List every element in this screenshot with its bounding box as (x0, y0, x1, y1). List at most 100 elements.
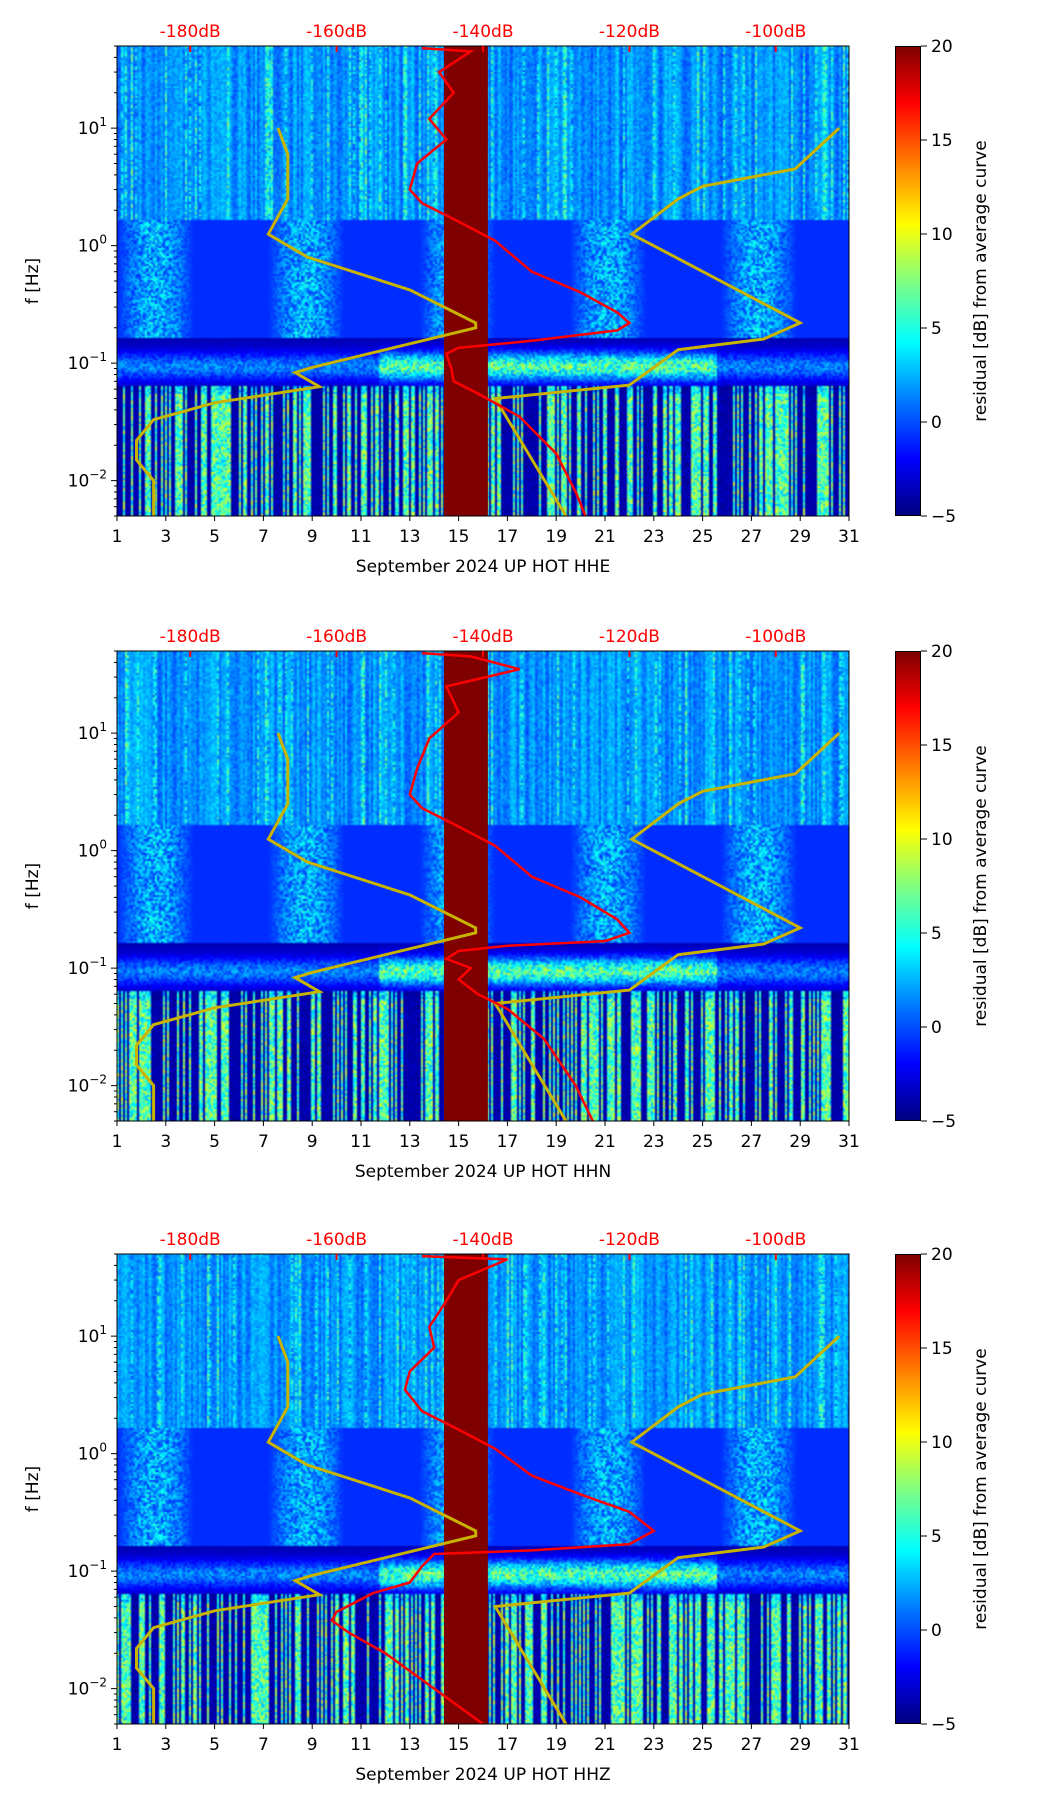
x-axis-label: September 2024 UP HOT HHZ (355, 1765, 610, 1785)
x-tick-label: 21 (594, 527, 616, 547)
chart-overlay: 1 3 5 7 9 11 13 15 17 19 21 23 25 27 29 3110−210−110010… (23, 22, 991, 577)
colorbar-tick-label: 0 (931, 413, 942, 433)
x-axis-label: September 2024 UP HOT HHN (355, 1162, 611, 1182)
x-tick-label: 17 (497, 1735, 519, 1755)
panel-hhn: 1 3 5 7 9 11 13 15 17 19 21 23 25 27 29 31 10−2 10−1 100 10… (0, 605, 1052, 1205)
colorbar-tick-label: 20 (931, 642, 953, 662)
red-psd-curve (408, 651, 632, 1122)
nhnm-curve (492, 732, 841, 1122)
x-tick-label: 9 (307, 1132, 318, 1152)
y-tick-label: 100 (78, 233, 107, 257)
y-tick-label: 100 (78, 1441, 107, 1465)
colorbar (895, 1254, 921, 1724)
x-tick-label: 3 (160, 1132, 171, 1152)
y-tick-label: 100 (78, 838, 107, 862)
colorbar (895, 651, 921, 1121)
x-tick-label: 3 (160, 1735, 171, 1755)
y-tick-label: 10−1 (68, 955, 107, 979)
x-tick-label: 29 (789, 1132, 811, 1152)
top-db-label: -100dB (745, 627, 806, 647)
colorbar-tick-label: 0 (931, 1018, 942, 1038)
colorbar-label: residual [dB] from average curve (971, 745, 991, 1026)
x-tick-label: 1 (112, 1132, 123, 1152)
x-tick-label: 5 (209, 1735, 220, 1755)
colorbar-tick-label: −5 (931, 507, 956, 527)
colorbar-tick-label: 20 (931, 37, 953, 57)
x-tick-label: 19 (545, 1735, 567, 1755)
x-tick-label: 3 (160, 527, 171, 547)
x-tick-label: 29 (789, 1735, 811, 1755)
x-tick-label: 1 (112, 527, 123, 547)
top-db-label: -180dB (160, 627, 221, 647)
nhnm-curve (492, 1335, 841, 1725)
x-tick-label: 13 (399, 527, 421, 547)
x-tick-label: 15 (448, 1132, 470, 1152)
x-axis-label: September 2024 UP HOT HHE (356, 557, 610, 577)
y-tick-label: 101 (78, 115, 107, 139)
top-db-label: -100dB (745, 22, 806, 42)
top-db-label: -140dB (452, 627, 513, 647)
top-db-label: -120dB (599, 1230, 660, 1250)
x-tick-label: 21 (594, 1132, 616, 1152)
data-gap-band (443, 651, 488, 1121)
colorbar-tick-label: 10 (931, 1433, 953, 1453)
colorbar-tick-label: 0 (931, 1621, 942, 1641)
top-db-label: -180dB (160, 1230, 221, 1250)
x-tick-label: 21 (594, 1735, 616, 1755)
x-tick-label: 15 (448, 1735, 470, 1755)
x-tick-label: 9 (307, 1735, 318, 1755)
x-tick-label: 31 (838, 1735, 860, 1755)
x-tick-label: 23 (643, 1735, 665, 1755)
x-tick-label: 5 (209, 527, 220, 547)
y-axis-label: f [Hz] (23, 863, 43, 909)
x-tick-label: 31 (838, 1132, 860, 1152)
y-tick-label: 10−1 (68, 350, 107, 374)
x-tick-label: 17 (497, 527, 519, 547)
y-tick-label: 101 (78, 1323, 107, 1347)
nlnm-curve (135, 127, 478, 516)
top-db-label: -120dB (599, 627, 660, 647)
x-tick-label: 23 (643, 1132, 665, 1152)
nlnm-curve (135, 732, 478, 1121)
x-tick-label: 11 (350, 1735, 372, 1755)
panel-hhe: 1 3 5 7 9 11 13 15 17 19 21 23 25 27 29 31 10−2 10−1 100 10… (0, 0, 1052, 600)
top-db-label: -120dB (599, 22, 660, 42)
x-tick-label: 23 (643, 527, 665, 547)
x-tick-label: 1 (112, 1735, 123, 1755)
colorbar-tick-label: 5 (931, 1527, 942, 1547)
x-tick-label: 27 (741, 527, 763, 547)
x-tick-label: 19 (545, 1132, 567, 1152)
x-tick-label: 15 (448, 527, 470, 547)
top-db-label: -160dB (306, 22, 367, 42)
colorbar (895, 46, 921, 516)
x-tick-label: 25 (692, 1132, 714, 1152)
top-db-label: -160dB (306, 1230, 367, 1250)
x-tick-label: 7 (258, 527, 269, 547)
top-db-label: -140dB (452, 22, 513, 42)
colorbar-tick-label: 20 (931, 1245, 953, 1265)
y-tick-label: 101 (78, 720, 107, 744)
x-tick-label: 7 (258, 1735, 269, 1755)
y-axis-label: f [Hz] (23, 258, 43, 304)
x-tick-label: 13 (399, 1735, 421, 1755)
colorbar-tick-label: 15 (931, 1339, 953, 1359)
colorbar-tick-label: −5 (931, 1112, 956, 1132)
x-tick-label: 19 (545, 527, 567, 547)
x-tick-label: 25 (692, 1735, 714, 1755)
x-tick-label: 11 (350, 527, 372, 547)
colorbar-tick-label: 10 (931, 830, 953, 850)
x-tick-label: 31 (838, 527, 860, 547)
top-db-label: -160dB (306, 627, 367, 647)
x-tick-label: 7 (258, 1132, 269, 1152)
y-tick-label: 10−2 (68, 1073, 107, 1097)
colorbar-label: residual [dB] from average curve (971, 140, 991, 421)
x-tick-label: 13 (399, 1132, 421, 1152)
chart-overlay: 1 3 5 7 9 11 13 15 17 19 21 23 25 27 29 3110−210−110010… (23, 627, 991, 1182)
colorbar-tick-label: −5 (931, 1715, 956, 1735)
x-tick-label: 27 (741, 1735, 763, 1755)
nhnm-curve (492, 127, 841, 517)
x-tick-label: 5 (209, 1132, 220, 1152)
nlnm-curve (135, 1335, 478, 1724)
colorbar-tick-label: 5 (931, 319, 942, 339)
top-db-label: -100dB (745, 1230, 806, 1250)
